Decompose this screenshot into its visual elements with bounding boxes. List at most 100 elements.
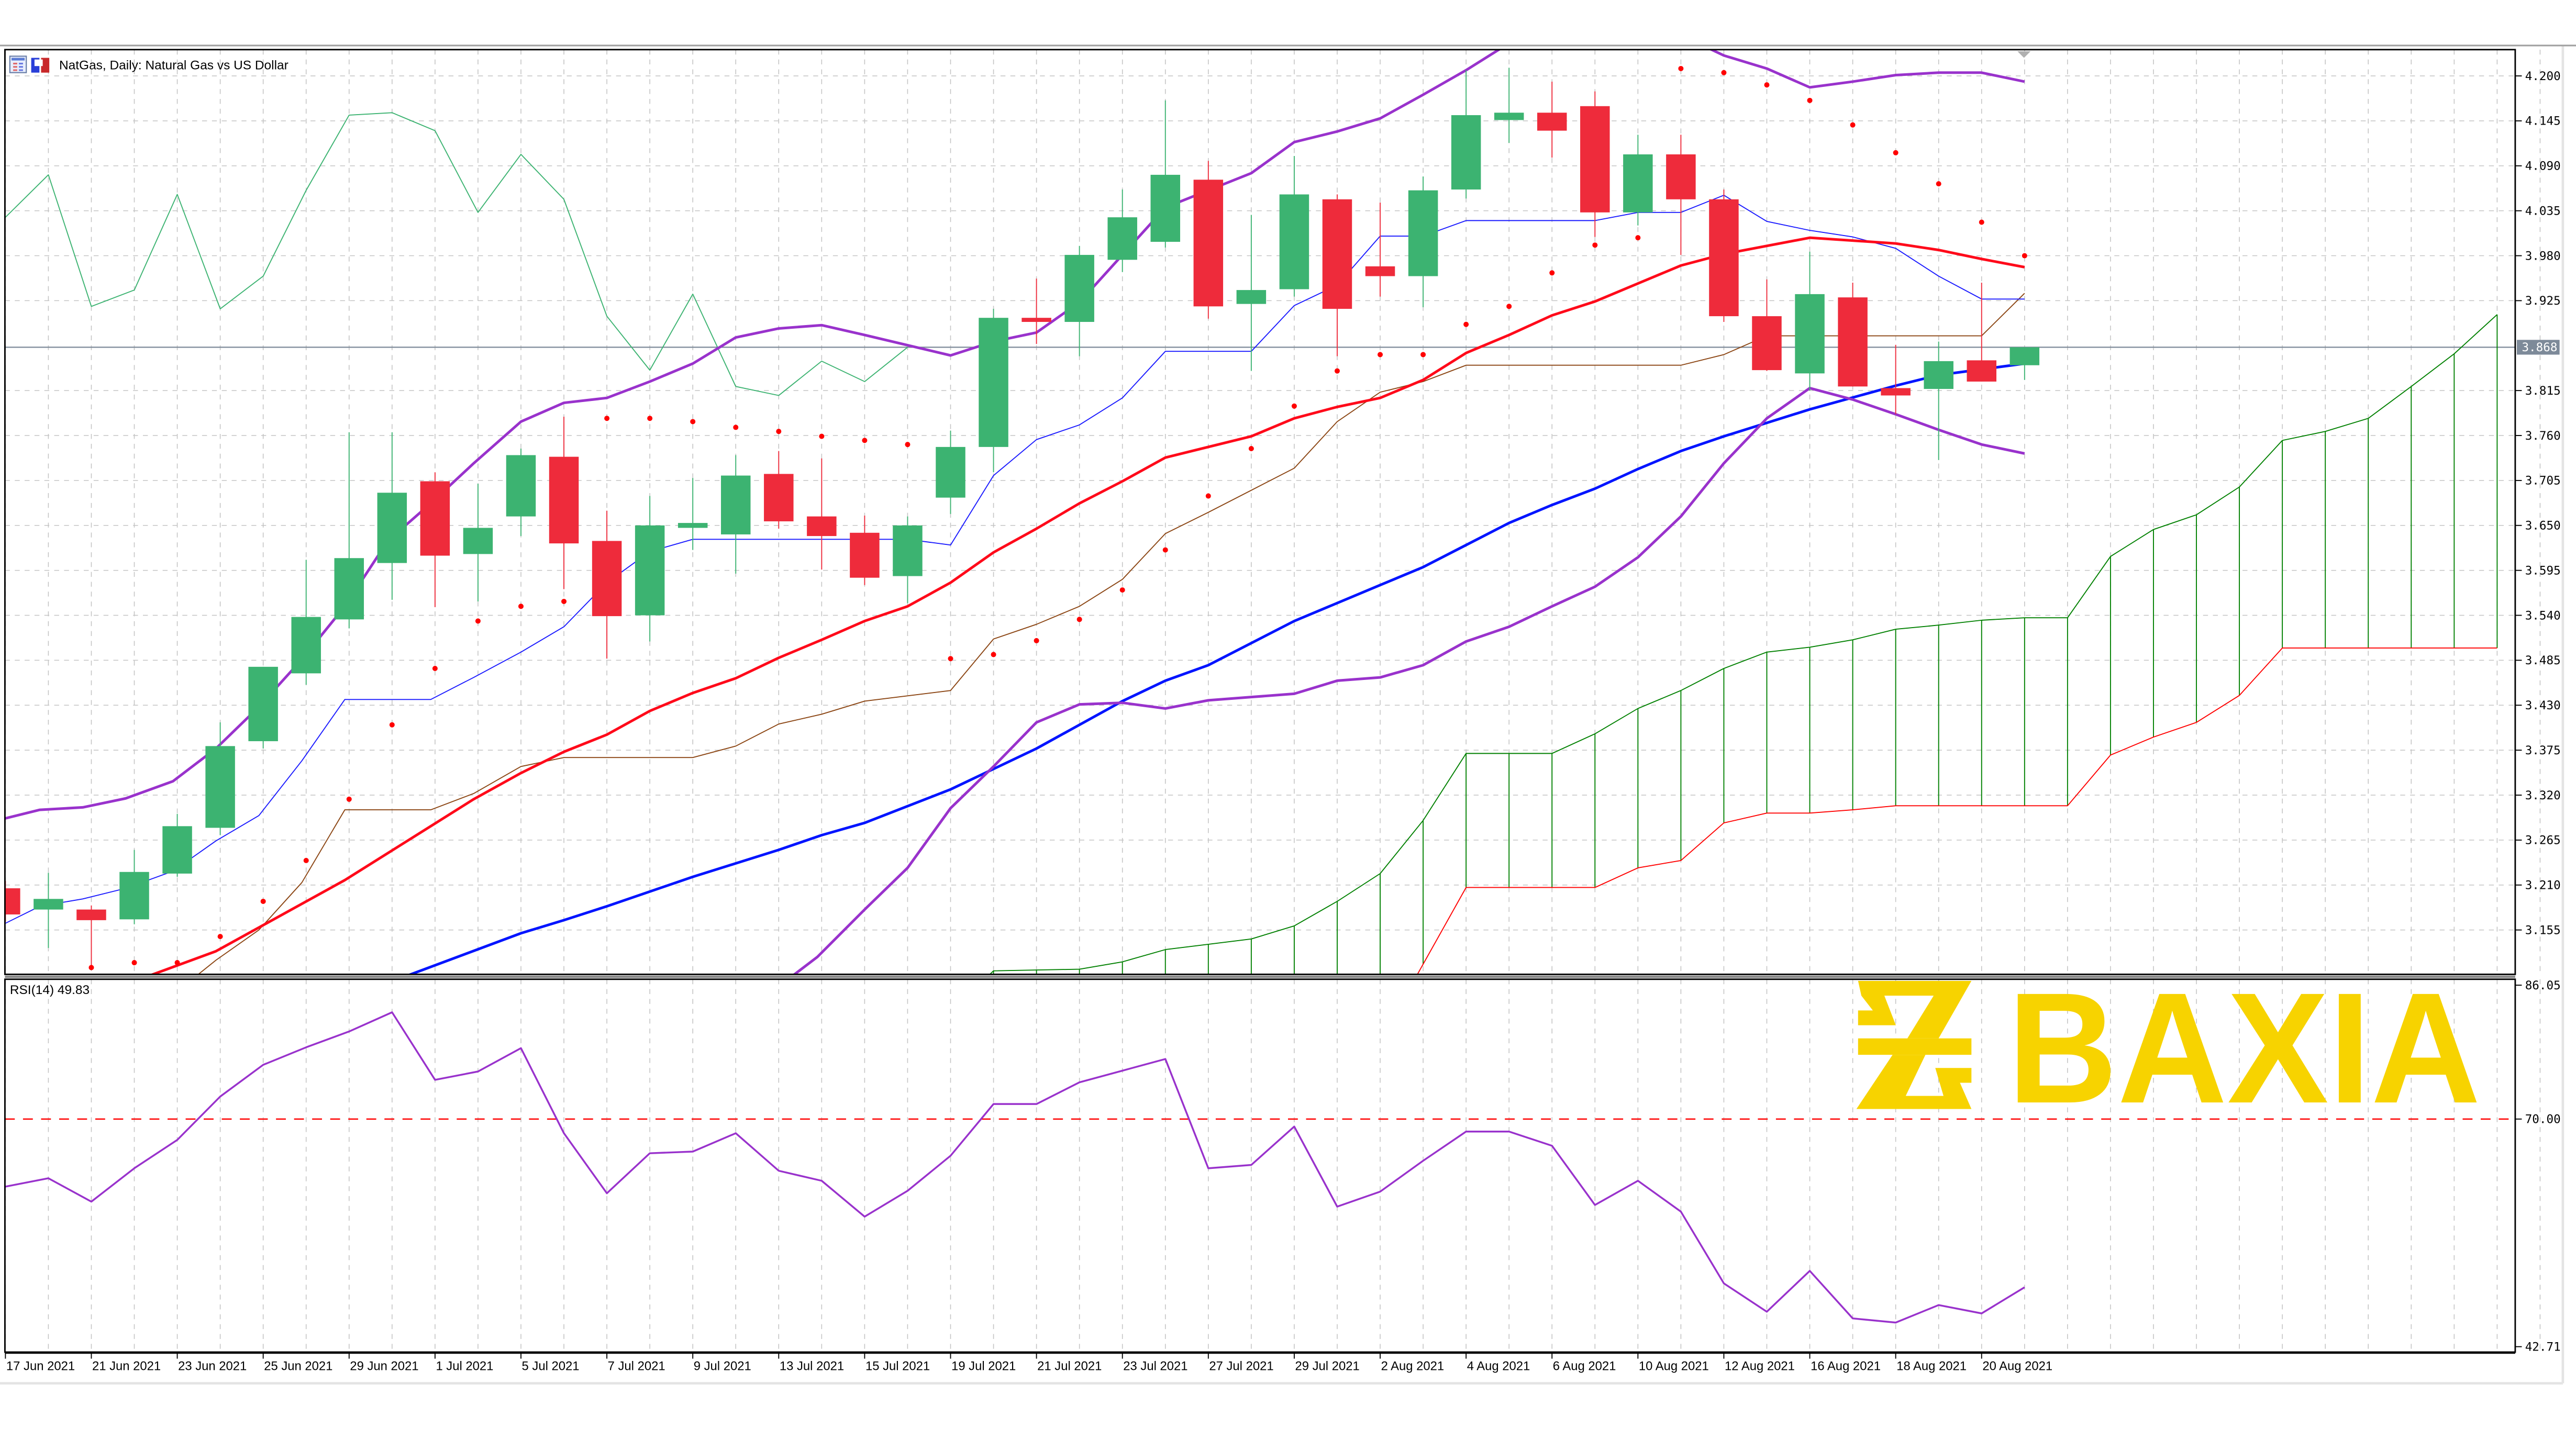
bullish-candle <box>1408 176 1438 307</box>
bearish-candle <box>1881 344 1911 415</box>
sar-dot <box>819 433 825 439</box>
date-tick-label: 25 Jun 2021 <box>264 1359 332 1374</box>
candle-body <box>205 746 235 828</box>
date-tick-label: 18 Aug 2021 <box>1896 1359 1967 1374</box>
price-tick-label: 3.265 <box>2525 834 2561 847</box>
price-tick-label: 3.485 <box>2525 654 2561 667</box>
rsi-panel-frame <box>4 978 2516 1353</box>
sar-dot <box>518 604 524 609</box>
candle-body <box>1150 174 1181 242</box>
bullish-candle <box>1451 70 1481 199</box>
price-tick-label: 3.155 <box>2525 923 2561 937</box>
date-tick-label: 9 Jul 2021 <box>694 1359 751 1374</box>
price-tick-label: 3.705 <box>2525 474 2561 488</box>
bullish-candle <box>1107 189 1137 272</box>
bearish-candle <box>1752 279 1782 371</box>
candle-body <box>1580 106 1610 213</box>
date-tick-label: 21 Jul 2021 <box>1037 1359 1102 1374</box>
price-tick-label: 3.430 <box>2525 699 2561 712</box>
sar-dot <box>948 656 953 662</box>
date-tick-label: 15 Jul 2021 <box>865 1359 930 1374</box>
price-tick-label: 4.200 <box>2525 70 2561 83</box>
bullish-candle <box>1623 135 1653 226</box>
sar-dot <box>905 442 911 448</box>
price-axis[interactable]: 4.200 4.145 4.090 4.035 3.980 3.925 3.815 3.760… <box>2515 70 2561 937</box>
candle-body <box>1322 199 1352 309</box>
bullish-candle <box>162 813 192 877</box>
bearish-candle <box>1580 91 1610 237</box>
candle-body <box>1752 316 1782 371</box>
date-tick-label: 20 Aug 2021 <box>1982 1359 2052 1374</box>
bearish-candle <box>1193 161 1224 319</box>
candle-body <box>76 909 106 920</box>
candle-body <box>764 474 794 521</box>
sar-dot <box>1334 368 1340 374</box>
date-tick-label: 17 Jun 2021 <box>6 1359 75 1374</box>
candle-body <box>2009 347 2040 365</box>
parabolic-sar-dots <box>88 65 2027 970</box>
candlesticks <box>5 68 2040 968</box>
date-tick-label: 10 Aug 2021 <box>1639 1359 1709 1374</box>
sar-dot <box>862 438 868 443</box>
candle-body <box>1064 254 1094 322</box>
candle-body <box>377 493 407 563</box>
sar-dot <box>260 898 266 904</box>
candle-body <box>635 525 665 616</box>
rsi-tick-label: 42.71 <box>2525 1341 2561 1354</box>
sar-dot <box>1420 352 1426 358</box>
ichimoku-cloud <box>989 314 2498 975</box>
sar-dot <box>1979 219 1984 225</box>
date-tick-label: 1 Jul 2021 <box>436 1359 493 1374</box>
sar-dot <box>1162 547 1168 553</box>
sar-dot <box>1850 122 1856 128</box>
price-tick-label: 4.090 <box>2525 160 2561 173</box>
candle-body <box>936 447 965 498</box>
bearish-candle <box>549 417 579 589</box>
bullish-candle <box>1494 68 1524 143</box>
trading-table-icon[interactable] <box>9 55 27 73</box>
sar-dot <box>389 722 395 728</box>
candle-body <box>291 617 321 674</box>
baxia-logo: BAXIA <box>1856 959 2481 1136</box>
bearish-candle <box>1537 81 1567 158</box>
rsi-axis: 86.05 70.00 42.71 <box>2515 979 2561 1354</box>
one-click-trading-icon[interactable] <box>31 58 50 73</box>
date-tick-label: 2 Aug 2021 <box>1381 1359 1445 1374</box>
bullish-candle <box>248 666 278 749</box>
kijun-sen-line <box>197 293 2025 975</box>
bullish-candle <box>1795 251 1825 391</box>
sar-dot <box>1034 638 1039 643</box>
bullish-candle <box>893 516 923 604</box>
sar-dot <box>346 796 352 802</box>
bullish-candle <box>1150 100 1181 248</box>
price-tick-label: 3.320 <box>2525 789 2561 802</box>
rsi-tick-label: 86.05 <box>2525 979 2561 992</box>
bearish-candle <box>1322 194 1352 356</box>
candle-body <box>1107 217 1137 260</box>
candle-body <box>119 872 149 920</box>
bullish-candle <box>463 484 493 601</box>
bullish-candle <box>1279 156 1309 297</box>
candle-body <box>1881 388 1911 396</box>
price-tick-label: 4.145 <box>2525 115 2561 128</box>
price-tick-label: 3.815 <box>2525 384 2561 398</box>
candle-body <box>1193 180 1224 307</box>
tenkan-sen-line <box>5 195 2025 924</box>
chart-shift-marker-icon[interactable] <box>2017 51 2031 58</box>
rsi-tick-label: 70.00 <box>2525 1113 2561 1126</box>
time-axis[interactable]: 17 Jun 2021 21 Jun 2021 23 Jun 2021 25 Jun … <box>5 1352 2515 1374</box>
current-price-tag <box>2517 340 2560 355</box>
candle-body <box>592 541 622 617</box>
candle-body <box>5 888 20 914</box>
date-tick-label: 29 Jun 2021 <box>350 1359 418 1374</box>
senkou-span-a-line <box>989 314 2498 975</box>
price-tick-label: 3.375 <box>2525 744 2561 757</box>
bullish-candle <box>635 496 665 642</box>
sar-dot <box>1721 70 1727 75</box>
bullish-candle <box>1236 215 1267 371</box>
sar-dot <box>1076 617 1082 622</box>
bearish-candle <box>1967 283 1996 382</box>
sar-dot <box>1549 270 1555 276</box>
bearish-candle <box>1709 189 1739 322</box>
